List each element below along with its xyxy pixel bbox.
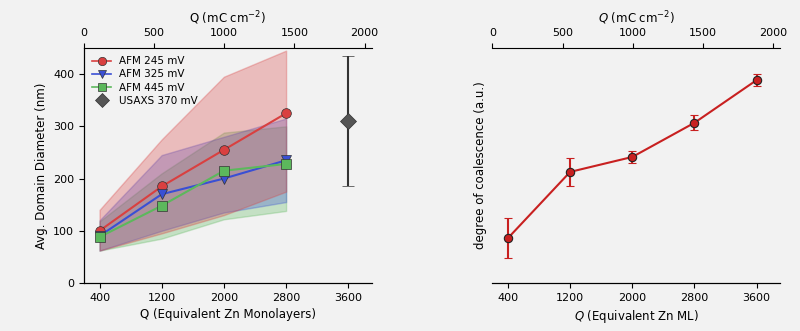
Y-axis label: Avg. Domain Diameter (nm): Avg. Domain Diameter (nm) — [34, 82, 47, 249]
X-axis label: Q (Equivalent Zn Monolayers): Q (Equivalent Zn Monolayers) — [140, 308, 316, 321]
X-axis label: Q (mC cm$^{-2}$): Q (mC cm$^{-2}$) — [190, 9, 266, 27]
Y-axis label: degree of coalescence (a.u.): degree of coalescence (a.u.) — [474, 82, 487, 249]
X-axis label: $Q$ (Equivalent Zn ML): $Q$ (Equivalent Zn ML) — [574, 308, 698, 325]
Legend: AFM 245 mV, AFM 325 mV, AFM 445 mV, USAXS 370 mV: AFM 245 mV, AFM 325 mV, AFM 445 mV, USAX… — [90, 53, 202, 109]
X-axis label: $Q$ (mC cm$^{-2}$): $Q$ (mC cm$^{-2}$) — [598, 9, 674, 27]
